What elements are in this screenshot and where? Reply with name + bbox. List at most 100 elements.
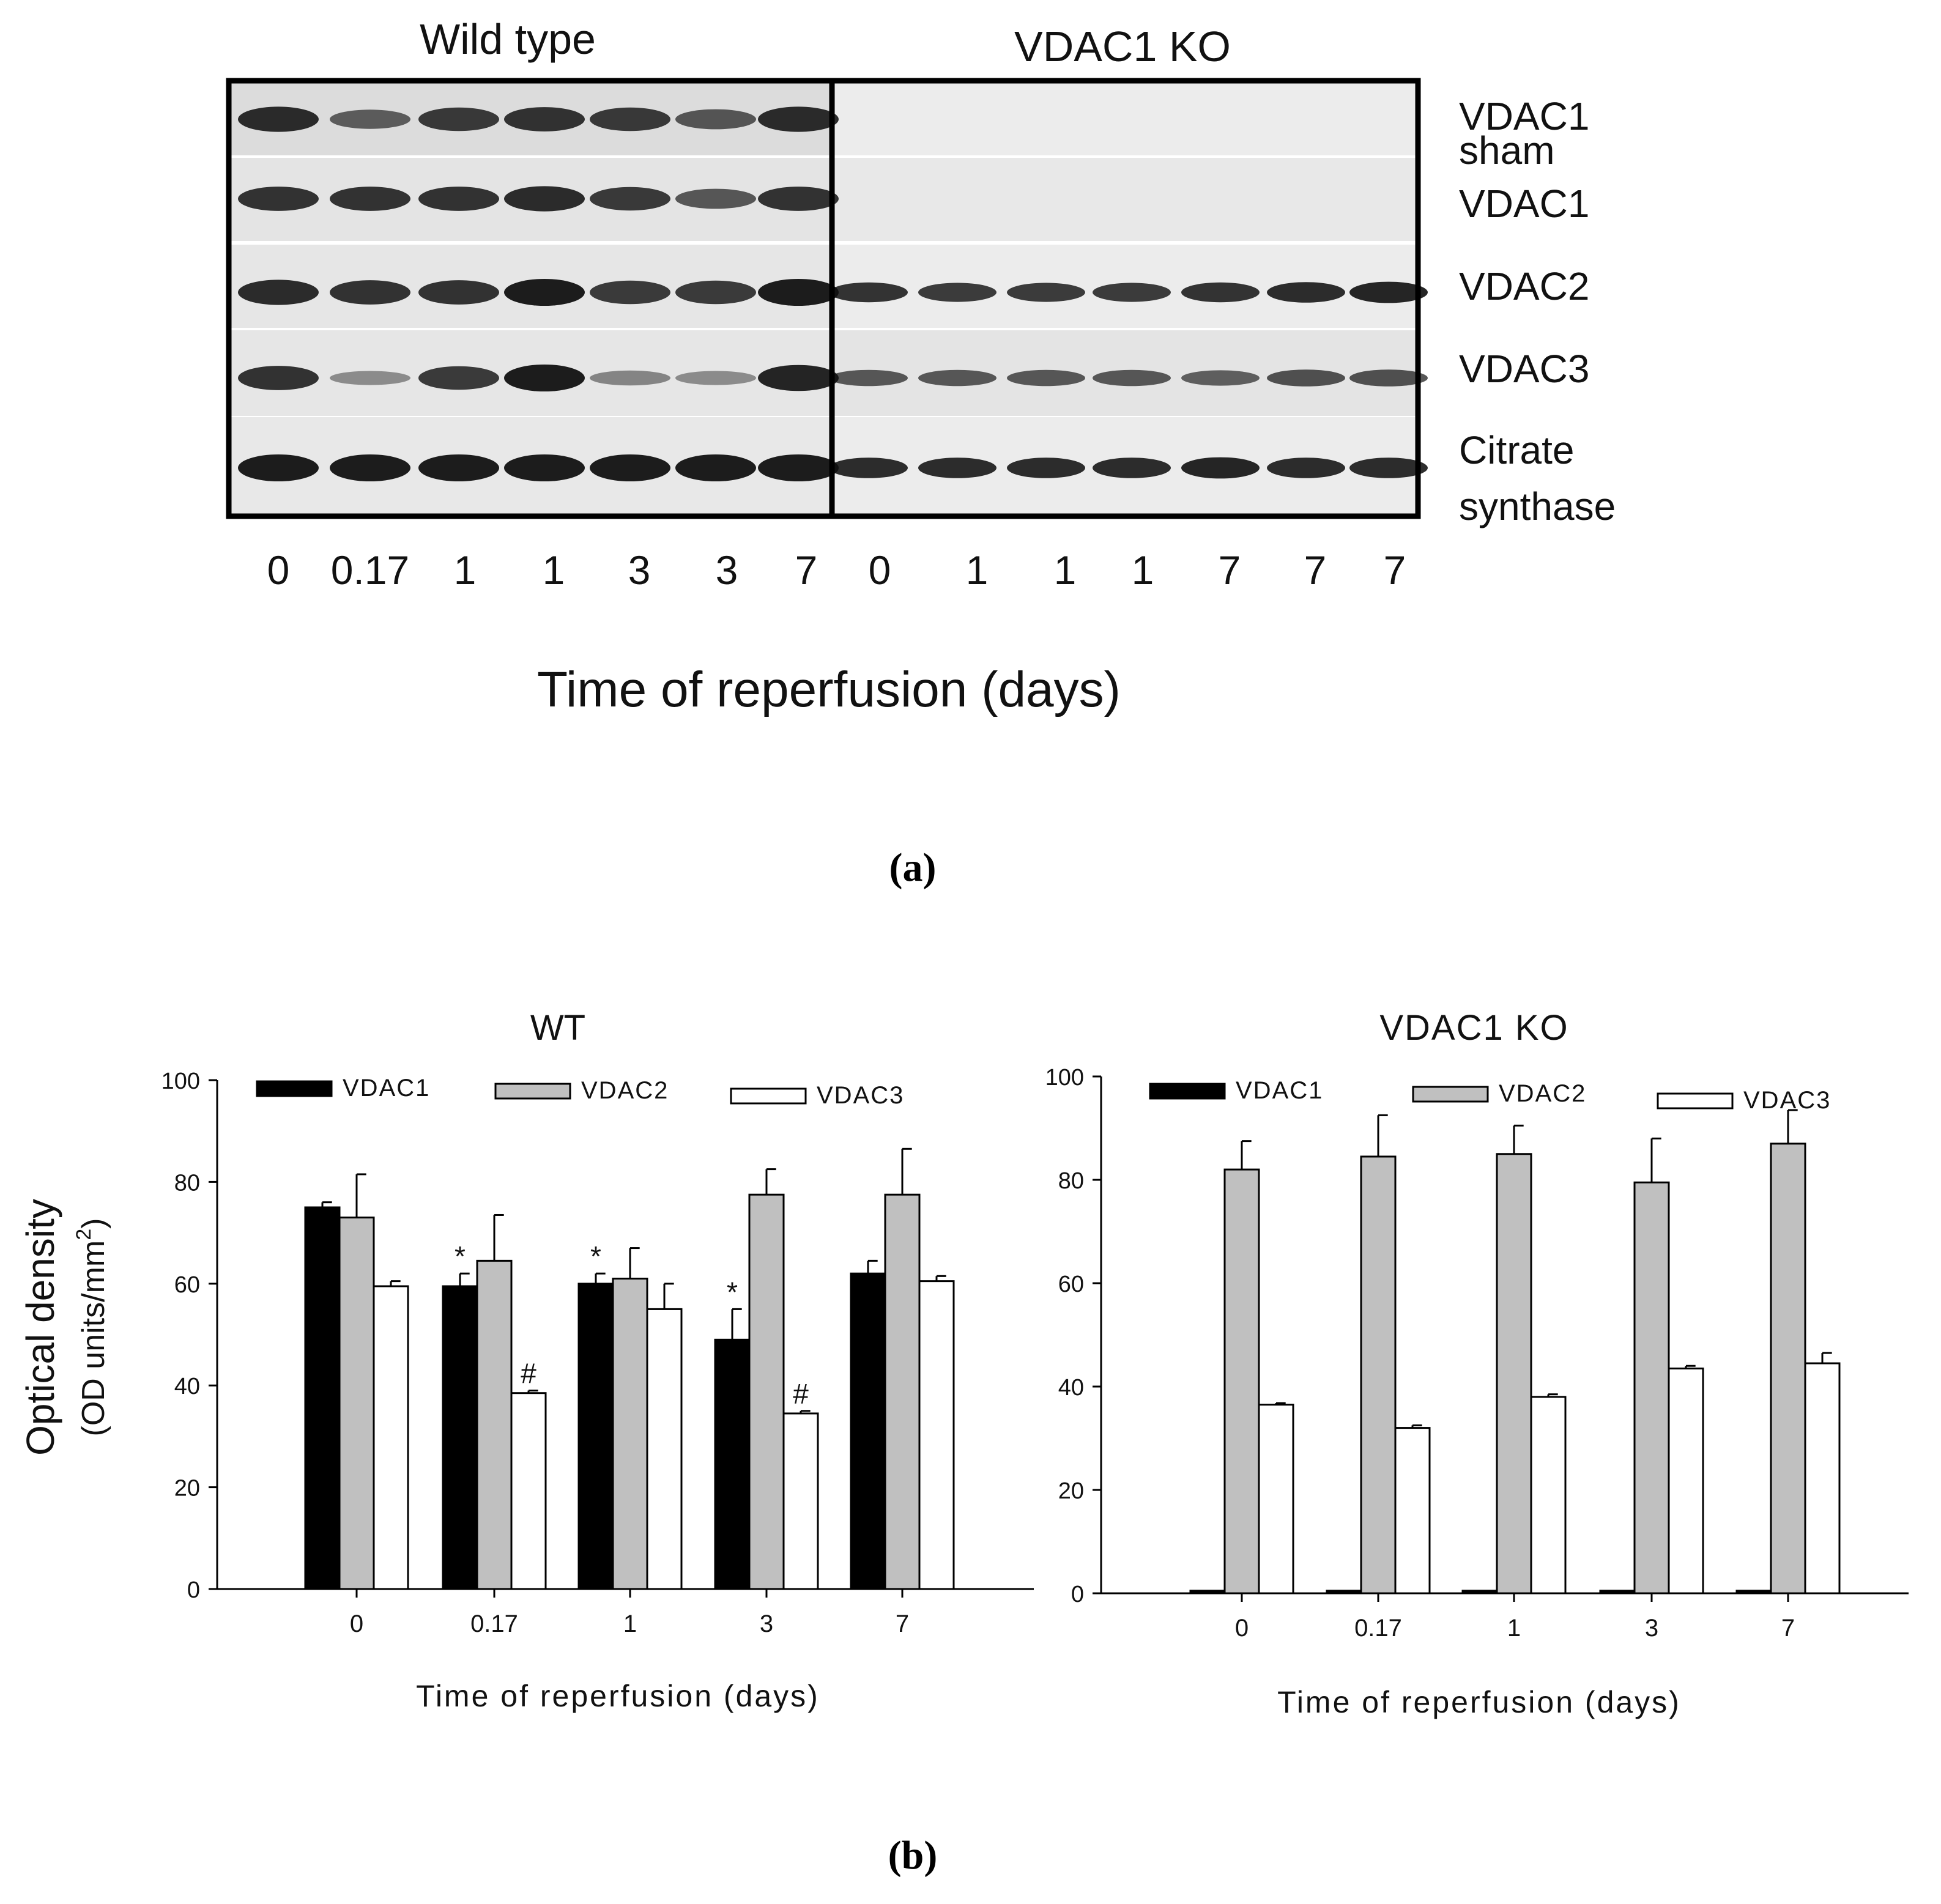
y-tick-label: 80: [174, 1170, 200, 1196]
chart-wt-title: WT: [530, 1008, 585, 1048]
blot-band-wt: [758, 365, 839, 391]
chart-wt-x-label: Time of reperfusion (days): [416, 1679, 820, 1713]
blot-band-wt: [675, 371, 756, 385]
bar-vdac1: [714, 1338, 751, 1590]
legend-label: VDAC3: [817, 1082, 904, 1109]
blot-band-wt: [675, 188, 756, 209]
blot-band-wt: [238, 187, 319, 211]
blot-band-ko: [1093, 369, 1171, 387]
legend-label: VDAC3: [1743, 1087, 1831, 1114]
significance-mark: *: [455, 1240, 466, 1272]
x-tick-label: 0: [350, 1610, 363, 1637]
blot-band-ko: [1181, 457, 1260, 479]
bar-vdac1: [1189, 1590, 1226, 1595]
x-tick-label: 1: [1507, 1615, 1521, 1642]
blot-band-wt: [238, 280, 319, 305]
chart-wt-y-label-units: (OD units/mm: [76, 1240, 111, 1437]
blot-row-label: Citrate: [1459, 428, 1575, 472]
chart-wt-y-label-close: ): [76, 1218, 111, 1229]
blot-band-ko: [1267, 369, 1345, 387]
panel-label-a: (a): [889, 845, 937, 890]
bar-vdac3: [1804, 1362, 1841, 1595]
y-tick-label: 40: [174, 1374, 200, 1399]
blot-band-wt: [330, 280, 410, 305]
blot-band-wt: [418, 366, 499, 390]
blot-band-ko: [918, 457, 996, 478]
bar-vdac1: [850, 1272, 886, 1590]
x-tick-label: 7: [896, 1610, 909, 1637]
x-tick-label: 3: [1645, 1615, 1658, 1642]
chart-wt-y-label: Optical density (OD units/mm2): [18, 1199, 111, 1456]
chart-ko-x-label: Time of reperfusion (days): [1277, 1685, 1681, 1719]
legend-swatch-vdac1: [256, 1080, 333, 1097]
blot-x-label: Time of reperfusion (days): [537, 662, 1121, 717]
blot-band-wt: [675, 109, 756, 130]
significance-mark: *: [590, 1240, 601, 1272]
bar-vdac1: [1735, 1590, 1772, 1595]
y-tick-label: 100: [161, 1069, 200, 1094]
bar-vdac3: [1530, 1396, 1567, 1595]
blot-lane-label-ko: 7: [1384, 547, 1406, 593]
significance-mark: #: [521, 1358, 536, 1390]
blot-band-wt: [330, 454, 410, 481]
legend-swatch-vdac3: [730, 1087, 807, 1105]
bar-vdac2: [884, 1193, 921, 1590]
bar-vdac2: [338, 1217, 375, 1590]
blot-band-wt: [590, 454, 670, 481]
blot-band-wt: [758, 279, 839, 306]
blot-lane-label-wt: 3: [628, 547, 651, 593]
bar-vdac1: [304, 1206, 341, 1590]
blot-band-ko: [1007, 457, 1085, 478]
blot-lane-label-wt: 1: [454, 547, 477, 593]
legend-label: VDAC1: [343, 1075, 430, 1102]
blot-group-title-wt: Wild type: [420, 15, 596, 63]
blot-band-wt: [238, 454, 319, 481]
legend-swatch-vdac3: [1657, 1092, 1734, 1109]
bar-vdac2: [476, 1259, 513, 1590]
blot-band-wt: [504, 279, 585, 306]
significance-mark: *: [727, 1276, 738, 1308]
blot-row-label: synthase: [1459, 484, 1616, 528]
legend-swatch-vdac1: [1149, 1083, 1226, 1100]
blot-lane-label-wt: 1: [543, 547, 565, 593]
bar-vdac2: [1633, 1181, 1670, 1595]
y-tick-label: 60: [1058, 1272, 1084, 1297]
chart-ko: VDAC1 KO Time of reperfusion (days) 0 20 4…: [1045, 1008, 1909, 1719]
blot-bands: [231, 83, 1428, 514]
bar-vdac1: [1461, 1590, 1498, 1595]
blot-band-ko: [1349, 457, 1428, 478]
blot-band-wt: [758, 106, 839, 132]
blot-lane-label-ko: 1: [966, 547, 989, 593]
blot-row-label: sham: [1459, 128, 1555, 172]
blot-band-ko: [1349, 281, 1428, 303]
blot-band-wt: [675, 280, 756, 305]
chart-wt-y-label-sup: 2: [72, 1229, 95, 1240]
blot-band-ko: [1267, 457, 1345, 478]
x-tick-label: 3: [760, 1610, 773, 1637]
blot-band-wt: [758, 187, 839, 211]
bar-vdac3: [782, 1412, 819, 1590]
y-tick-label: 60: [174, 1272, 200, 1298]
blot-row-label: VDAC1: [1459, 182, 1589, 226]
bar-vdac3: [646, 1308, 683, 1590]
bar-vdac1: [1599, 1590, 1636, 1595]
blot-group-title-ko: VDAC1 KO: [1014, 23, 1231, 70]
blot-band-ko: [1007, 283, 1085, 302]
bar-vdac3: [1258, 1404, 1294, 1595]
blot-band-ko: [1093, 283, 1171, 302]
blot-lane-label-wt: 3: [716, 547, 738, 593]
blot-band-wt: [418, 187, 499, 211]
legend-label: VDAC1: [1236, 1077, 1323, 1104]
blot-band-wt: [418, 454, 499, 481]
y-tick-label: 100: [1045, 1065, 1084, 1091]
blot-band-ko: [918, 283, 996, 302]
blot-band-wt: [418, 280, 499, 305]
legend-label: VDAC2: [1499, 1080, 1586, 1107]
blot-band-wt: [590, 107, 670, 132]
blot-band-wt: [330, 371, 410, 385]
legend-swatch-vdac2: [1412, 1086, 1489, 1103]
y-tick-label: 20: [1058, 1478, 1084, 1504]
blot-band-wt: [590, 280, 670, 305]
